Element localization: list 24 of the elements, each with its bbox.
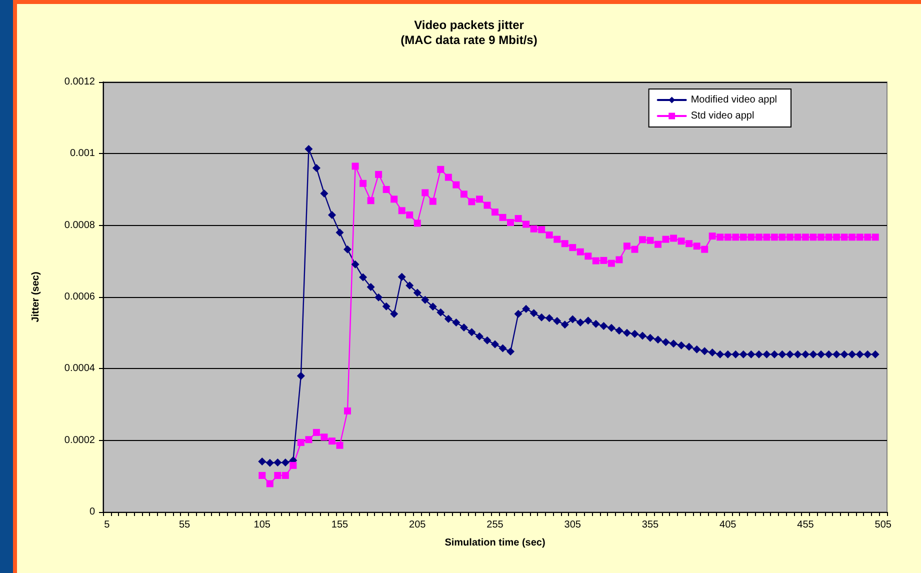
x-tick-label: 105: [254, 520, 271, 530]
x-tick-label: 355: [642, 520, 660, 530]
y-tick-label: 0.0008: [64, 220, 96, 231]
x-tick-label: 55: [178, 520, 191, 530]
x-tick-label: 405: [720, 520, 737, 530]
x-tick-label: 455: [797, 520, 814, 530]
chart-subtitle: (MAC data rate 9 Mbit/s): [400, 33, 538, 47]
y-tick-label: 0: [89, 506, 96, 518]
x-axis-title: Simulation time (sec): [444, 538, 546, 548]
y-tick-label: 0.001: [70, 148, 96, 160]
y-tick-label: 0.0006: [64, 292, 96, 302]
x-tick-label: 505: [874, 520, 892, 530]
legend-label: Modified video appl: [690, 94, 778, 106]
y-axis-title: Jitter (sec): [30, 272, 42, 322]
x-tick-label: 305: [564, 520, 582, 530]
x-tick-label: 205: [409, 520, 426, 530]
x-tick-label: 5: [104, 520, 110, 530]
y-tick-label: 0.0002: [64, 434, 96, 446]
y-tick-label: 0.0012: [64, 76, 96, 88]
chart-title: Video packets jitter: [414, 18, 524, 32]
x-tick-label: 255: [486, 520, 504, 530]
y-tick-label: 0.0004: [64, 363, 96, 374]
x-tick-label: 155: [331, 520, 349, 530]
legend-label: Std video appl: [690, 110, 754, 122]
